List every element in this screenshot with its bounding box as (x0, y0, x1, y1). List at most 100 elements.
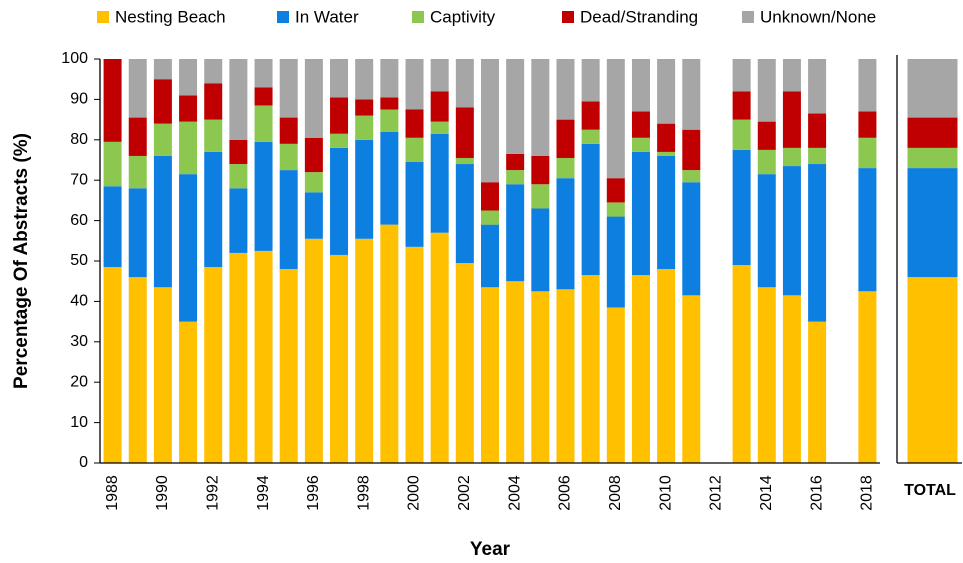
bar-segment (103, 141, 122, 187)
bar-segment (757, 121, 776, 150)
bar-segment (405, 109, 424, 138)
bar-segment (304, 172, 323, 193)
bar-segment (732, 119, 751, 150)
bar-segment (757, 287, 776, 463)
bar-segment (279, 117, 298, 144)
x-tick-label: 2000 (406, 475, 423, 511)
legend-swatch (277, 11, 289, 23)
bar-segment (103, 59, 122, 142)
x-tick-label: 2014 (758, 475, 775, 511)
y-axis-title: Percentage Of Abstracts (%) (11, 133, 32, 389)
bar-segment (405, 246, 424, 463)
bar-segment (179, 321, 198, 463)
bar-segment (153, 155, 172, 288)
bar-segment (782, 91, 801, 148)
bar-segment (128, 188, 147, 278)
bar-segment (153, 59, 172, 80)
bar-segment (481, 182, 499, 211)
bar-segment (330, 97, 349, 134)
bar-segment (531, 291, 550, 463)
bar-segment (279, 170, 298, 270)
bar-segment (380, 131, 399, 225)
x-tick-label: TOTAL (904, 482, 956, 499)
bar-segment (179, 174, 198, 322)
y-tick-label: 50 (70, 252, 88, 269)
bar-segment (506, 281, 525, 463)
bar-segment (808, 59, 827, 114)
bar-segment (204, 267, 223, 463)
bar-segment (229, 252, 248, 463)
bar-segment (304, 137, 323, 173)
bar-segment (606, 59, 625, 179)
x-tick-label: 2016 (808, 475, 825, 511)
bar-segment (430, 91, 449, 122)
bar-segment (103, 186, 122, 268)
bar-segment (128, 117, 147, 156)
bar-segment (682, 182, 701, 296)
y-tick-label: 70 (70, 171, 88, 188)
y-tick-label: 0 (79, 454, 88, 471)
bar-segment (531, 184, 550, 209)
bar-segment (254, 250, 273, 463)
bar-segment (279, 59, 298, 118)
legend-label: Dead/Stranding (580, 7, 698, 26)
bar-segment (531, 155, 550, 185)
bar-segment (782, 147, 801, 167)
y-tick-label: 40 (70, 293, 88, 310)
y-tick-label: 100 (61, 50, 88, 67)
bar-segment (858, 291, 877, 463)
bar-segment (682, 295, 701, 463)
bar-segment (128, 59, 147, 118)
bar-segment (204, 59, 223, 84)
x-axis-title: Year (470, 539, 511, 560)
bar-segment (179, 59, 198, 96)
bar-segment (229, 164, 248, 189)
bar-segment (556, 157, 575, 179)
bar-segment (732, 149, 751, 266)
bar-segment (455, 263, 474, 463)
bar-segment (330, 59, 349, 98)
bar-segment (430, 232, 449, 463)
x-tick-label: 2012 (708, 475, 725, 511)
bar-segment (304, 59, 323, 138)
bar-segment (581, 275, 600, 463)
bar-segment (782, 59, 801, 92)
x-tick-label: 1990 (154, 475, 171, 511)
y-tick-label: 20 (70, 373, 88, 390)
bar-segment (858, 59, 877, 112)
bar-segment (556, 59, 575, 120)
bar-segment (179, 121, 198, 175)
bar-segment (430, 133, 449, 233)
bar-segment (682, 59, 701, 130)
bar-segment (153, 123, 172, 156)
bar-segment (506, 170, 525, 185)
bar-segment (907, 277, 958, 463)
bar-segment (481, 224, 499, 288)
bar-segment (606, 178, 625, 203)
y-tick-label: 80 (70, 131, 88, 148)
bar-segment (355, 99, 374, 116)
bar-segment (254, 105, 273, 142)
bar-segment (330, 147, 349, 255)
bar-segment (757, 59, 776, 122)
bar-segment (355, 59, 374, 100)
bar-segment (757, 174, 776, 288)
bar-segment (808, 164, 827, 322)
bar-segment (304, 238, 323, 463)
x-tick-label: 2010 (657, 475, 674, 511)
bar-segment (808, 147, 827, 165)
bar-segment (481, 59, 499, 183)
x-tick-label: 2008 (607, 475, 624, 511)
bar-segment (405, 162, 424, 247)
bar-segment (606, 202, 625, 217)
x-tick-label: 1988 (104, 475, 121, 511)
bar-segment (254, 87, 273, 106)
bar-segment (304, 192, 323, 239)
bar-segment (179, 95, 198, 122)
bar-segment (556, 289, 575, 463)
bar-segment (204, 151, 223, 268)
bar-segment (808, 321, 827, 463)
bar-segment (380, 97, 399, 110)
bar-segment (757, 149, 776, 175)
